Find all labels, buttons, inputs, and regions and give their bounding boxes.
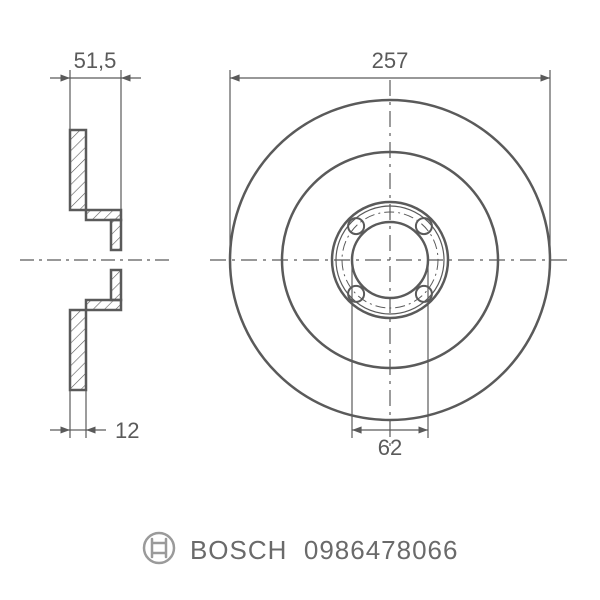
side-view: 51,5 12: [20, 48, 170, 443]
brand-label: BOSCH: [190, 535, 287, 566]
front-view: 257 62: [210, 48, 570, 460]
dim-outer-diameter: 257: [372, 48, 409, 73]
technical-drawing: 51,5 12: [20, 20, 580, 470]
footer: BOSCH 0986478066: [0, 531, 600, 570]
dim-hub-diameter: 62: [378, 435, 402, 460]
bosch-logo-icon: [142, 531, 176, 570]
part-number: 0986478066: [304, 535, 459, 566]
dim-thickness: 12: [115, 418, 139, 443]
dim-height: 51,5: [74, 48, 117, 73]
